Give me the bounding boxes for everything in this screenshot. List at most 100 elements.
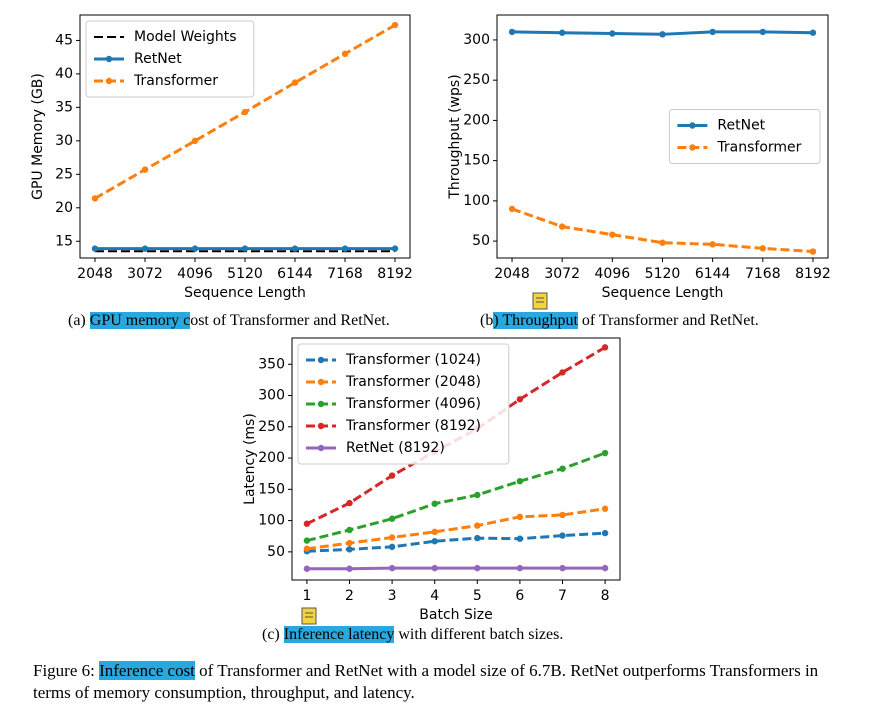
legend: Model Weights RetNet Transformer: [85, 20, 255, 98]
data-point: [388, 534, 396, 541]
data-point: [601, 344, 609, 351]
data-point: [346, 546, 353, 553]
x-axis-label: Batch Size: [419, 607, 492, 623]
data-point: [759, 245, 767, 252]
data-point: [659, 239, 666, 246]
data-point: [559, 532, 566, 539]
x-tick-label: 4096: [595, 266, 631, 282]
x-tick-label: 7168: [745, 266, 781, 282]
x-tick-label: 4096: [177, 266, 213, 282]
data-point: [559, 511, 566, 519]
legend-label: Transformer (8192): [345, 418, 481, 434]
data-point: [91, 245, 99, 252]
caption-text: of Transformer and RetNet with a model s…: [33, 661, 819, 702]
legend-marker: [317, 444, 325, 452]
caption-label: (b: [480, 312, 494, 329]
data-point: [516, 564, 524, 572]
legend-label: RetNet: [717, 118, 765, 134]
x-tick-label: 3: [388, 588, 397, 604]
data-point: [346, 539, 353, 547]
y-tick-label: 45: [55, 32, 73, 48]
data-point: [91, 195, 99, 202]
data-point: [141, 166, 149, 173]
data-point: [431, 564, 438, 572]
y-tick-label: 15: [55, 233, 73, 249]
data-point: [241, 245, 249, 252]
legend-label: Transformer (2048): [345, 374, 481, 390]
legend-label: Transformer (1024): [345, 352, 481, 368]
data-point: [191, 245, 199, 252]
caption-highlight: Inference cost: [99, 661, 195, 680]
caption-label: (a): [68, 312, 86, 329]
legend: RetNet Transformer: [668, 109, 821, 164]
y-tick-label: 200: [258, 450, 285, 466]
data-point: [809, 248, 817, 255]
data-point: [388, 543, 396, 551]
legend-box: [297, 343, 510, 465]
figure-label: Figure 6:: [33, 661, 95, 680]
data-point: [558, 29, 566, 36]
data-point: [474, 491, 481, 499]
legend-label: Transformer: [716, 140, 801, 156]
series-line: [306, 531, 606, 553]
data-point: [303, 537, 311, 544]
legend-label: Transformer: [133, 73, 218, 89]
data-point: [341, 50, 349, 58]
legend-marker: [317, 400, 325, 408]
data-point: [431, 538, 438, 545]
legend-marker: [689, 122, 696, 129]
x-tick-label: 2: [345, 588, 354, 604]
x-tick-label: 3072: [127, 266, 163, 282]
data-point: [508, 205, 516, 213]
caption-label: (c): [262, 626, 280, 643]
data-point: [601, 505, 609, 512]
x-tick-label: 6: [515, 588, 524, 604]
legend-marker: [105, 77, 113, 85]
caption-highlight: ) Throughput: [493, 312, 578, 329]
x-tick-label: 2048: [77, 266, 113, 282]
caption-highlight: Inference latency: [283, 626, 395, 643]
plot-frame: [79, 14, 411, 259]
caption: (b) Throughput of Transformer and RetNet…: [480, 312, 759, 330]
data-point: [559, 465, 566, 472]
data-point: [601, 529, 609, 537]
plot-frame: [496, 14, 829, 259]
x-tick-label: 6144: [277, 266, 313, 282]
x-tick-label: 8192: [377, 266, 413, 282]
data-point: [431, 528, 438, 536]
y-tick-label: 30: [55, 133, 73, 149]
legend-label: RetNet (8192): [346, 440, 445, 456]
legend-marker: [689, 144, 696, 151]
data-point: [388, 515, 396, 522]
data-point: [601, 449, 609, 457]
x-tick-label: 8192: [795, 266, 831, 282]
y-tick-label: 35: [55, 99, 73, 115]
legend-marker: [105, 55, 113, 63]
data-point: [609, 231, 616, 238]
x-tick-label: 7168: [327, 266, 363, 282]
legend-label: Model Weights: [134, 29, 237, 45]
y-tick-label: 300: [258, 388, 285, 404]
x-axis-label: Sequence Length: [602, 285, 724, 301]
data-point: [601, 564, 609, 572]
y-axis-label: Latency (ms): [242, 413, 258, 505]
y-tick-label: 20: [55, 200, 73, 216]
legend-marker: [317, 378, 325, 386]
data-point: [291, 79, 299, 86]
data-point: [346, 499, 353, 507]
y-tick-label: 250: [463, 72, 490, 88]
y-axis-label: Throughput (wps): [447, 74, 463, 199]
y-tick-label: 150: [463, 153, 490, 169]
data-point: [558, 223, 566, 230]
y-tick-label: 250: [258, 419, 285, 435]
data-point: [303, 565, 311, 572]
figure-caption: Figure 6: Inference cost of Transformer …: [33, 660, 833, 704]
y-tick-label: 100: [258, 513, 285, 529]
data-point: [474, 522, 481, 529]
caption-highlight: GPU memory c: [89, 312, 191, 329]
y-tick-label: 200: [463, 112, 490, 128]
data-point: [341, 245, 349, 252]
data-point: [759, 28, 767, 36]
